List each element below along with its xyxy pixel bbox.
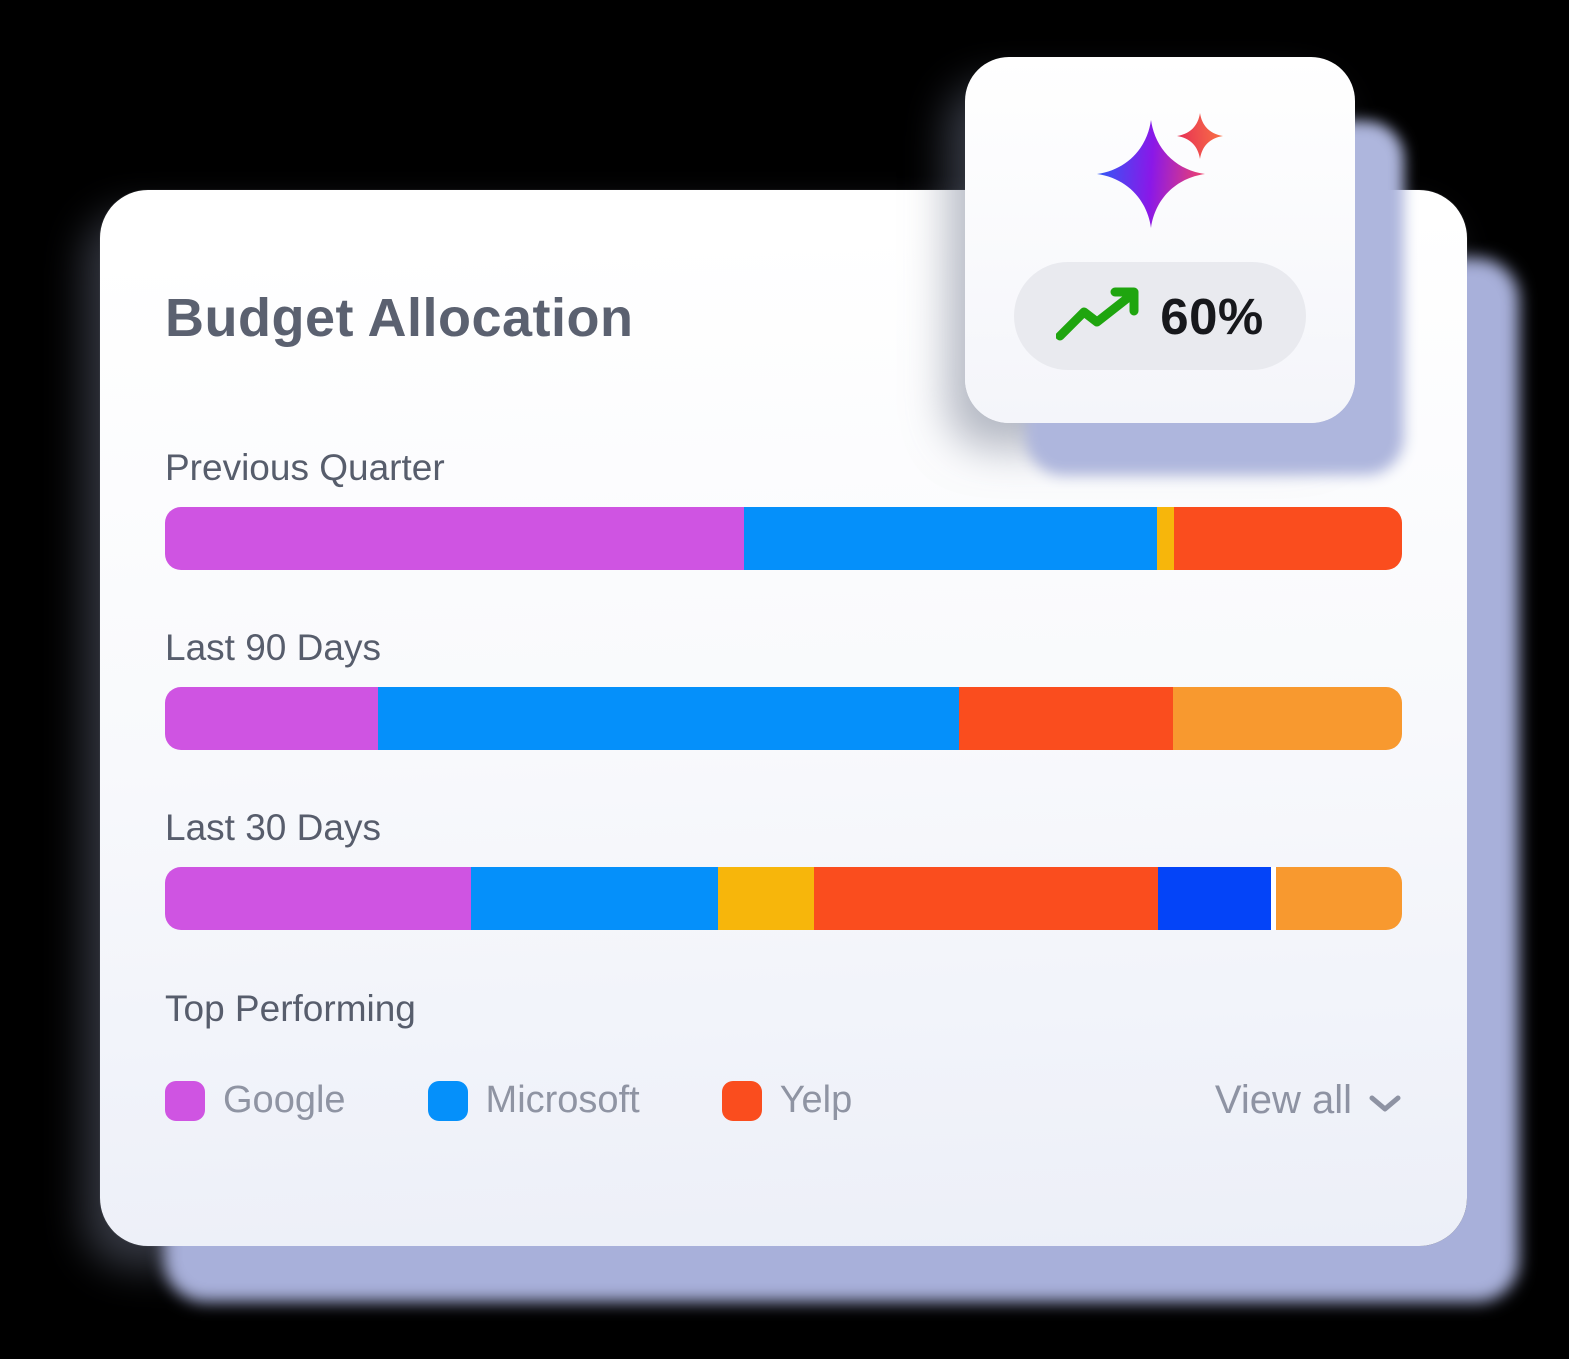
chart-row: Last 90 Days — [165, 625, 1402, 750]
bar-segment-other-amber — [1173, 687, 1402, 750]
bar-chart: Previous Quarter Last 90 Days Last 30 Days — [165, 445, 1402, 930]
trend-value: 60% — [1160, 287, 1264, 345]
bar-segment-other-amber — [1270, 867, 1402, 930]
legend-label: Microsoft — [485, 1079, 640, 1121]
view-all-label: View all — [1214, 1078, 1352, 1122]
bar-segment-yelp — [959, 687, 1174, 750]
chevron-down-icon — [1368, 1078, 1402, 1123]
card-title: Budget Allocation — [165, 288, 634, 348]
legend-item-google: Google — [165, 1079, 346, 1122]
chart-row: Last 30 Days — [165, 805, 1402, 930]
trending-up-icon — [1055, 285, 1140, 348]
sparkles-icon — [1096, 112, 1224, 228]
stacked-bar — [165, 867, 1402, 930]
bar-segment-yelp — [1174, 507, 1402, 570]
bar-segment-other-yellow — [1157, 507, 1175, 570]
bar-segment-other-navy — [1158, 867, 1271, 930]
trend-pill: 60% — [1014, 262, 1306, 370]
legend-label: Google — [223, 1079, 346, 1121]
bar-segment-microsoft — [377, 687, 960, 750]
ai-trend-badge: 60% — [965, 57, 1355, 423]
legend-label: Yelp — [779, 1079, 853, 1121]
chart-row: Previous Quarter — [165, 445, 1402, 570]
legend-item-yelp: Yelp — [721, 1079, 853, 1122]
legend-items: Google Microsoft Yelp — [165, 1079, 852, 1122]
bar-segment-yelp — [814, 867, 1159, 930]
bar-label: Last 30 Days — [165, 807, 381, 848]
bar-segment-microsoft — [470, 867, 718, 930]
legend-row: Google Microsoft Yelp View all — [165, 1078, 1402, 1123]
bar-segment-microsoft — [743, 507, 1158, 570]
bar-segment-google — [165, 867, 471, 930]
bar-segment-other-yellow — [717, 867, 815, 930]
legend-swatch — [427, 1080, 468, 1121]
bar-segment-google — [165, 507, 744, 570]
bar-label: Previous Quarter — [165, 447, 445, 488]
view-all-button[interactable]: View all — [1215, 1078, 1402, 1123]
bar-segment-google — [165, 687, 378, 750]
stacked-bar — [165, 507, 1402, 570]
legend-heading: Top Performing — [165, 988, 416, 1029]
legend-swatch — [165, 1080, 205, 1121]
legend-swatch — [721, 1080, 762, 1121]
stacked-bar — [165, 687, 1402, 750]
bar-label: Last 90 Days — [165, 627, 381, 668]
legend-item-microsoft: Microsoft — [427, 1079, 640, 1122]
